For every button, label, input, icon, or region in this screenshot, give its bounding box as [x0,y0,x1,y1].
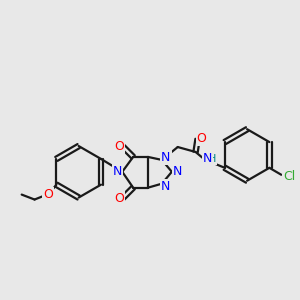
Text: N: N [203,152,212,165]
Text: Cl: Cl [283,170,295,183]
Text: O: O [196,132,206,145]
Text: O: O [44,188,53,201]
Text: H: H [208,154,217,164]
Text: N: N [173,165,182,178]
Text: O: O [114,140,124,152]
Text: N: N [161,180,170,193]
Text: N: N [161,152,170,164]
Text: N: N [112,165,122,178]
Text: O: O [114,192,124,205]
